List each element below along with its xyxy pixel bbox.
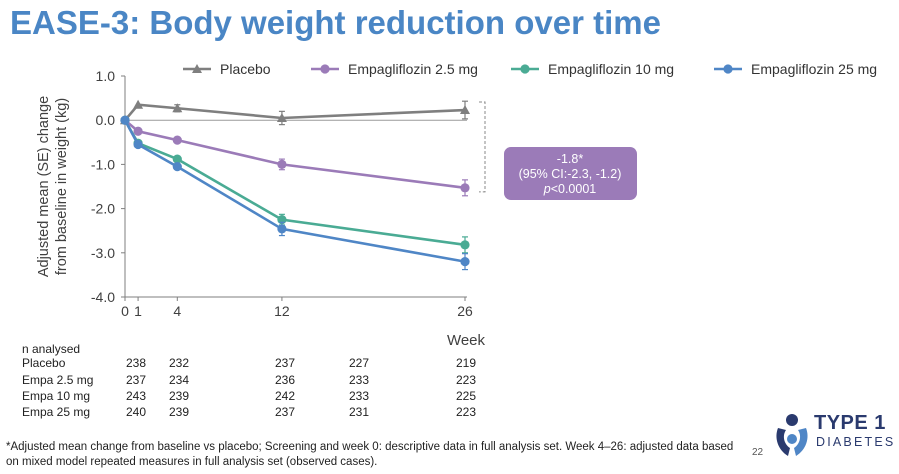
- data-point: [172, 154, 182, 164]
- annotation-line2: (95% CI:-2.3, -1.2): [519, 167, 622, 181]
- data-point: [172, 162, 182, 172]
- n-cell: 225: [455, 389, 477, 403]
- n-cell: 233: [348, 389, 370, 403]
- data-point: [172, 135, 182, 145]
- n-cell: 227: [348, 356, 370, 370]
- annotation-line1: -1.8*: [557, 152, 584, 166]
- n-row-label: Empa 10 mg: [22, 389, 91, 403]
- series-group: [120, 99, 470, 126]
- data-point: [276, 112, 287, 122]
- logo-subword: DIABETES: [816, 435, 896, 449]
- n-cell: 232: [168, 356, 190, 370]
- data-point: [133, 99, 144, 109]
- n-cell: 223: [455, 405, 477, 419]
- y-tick-label: 0.0: [96, 112, 116, 128]
- annotation-line3: p<0.0001: [543, 182, 597, 196]
- x-tick-label: 4: [173, 303, 181, 319]
- page-number: 22: [752, 447, 764, 458]
- annotation-box: [504, 147, 637, 200]
- series-group: [120, 115, 470, 197]
- series-group: [120, 115, 470, 271]
- logo-word: TYPE 1: [814, 412, 886, 434]
- data-point: [460, 240, 470, 250]
- data-point: [320, 64, 330, 74]
- annotation-p-italic: p: [543, 182, 551, 196]
- n-cell: 238: [125, 356, 147, 370]
- data-point: [172, 103, 183, 113]
- n-cell: 236: [274, 373, 296, 387]
- data-point: [460, 257, 470, 267]
- annotation-p-value: <0.0001: [551, 182, 597, 196]
- y-tick-label: -3.0: [91, 245, 115, 261]
- n-row-label: Empa 2.5 mg: [22, 373, 94, 387]
- legend-label: Empagliflozin 2.5 mg: [348, 61, 478, 77]
- y-axis-label-line2: from baseline in weight (kg): [54, 98, 70, 275]
- n-cell: 219: [455, 356, 477, 370]
- legend-label: Placebo: [220, 61, 271, 77]
- n-cell: 233: [348, 373, 370, 387]
- n-row-label: Empa 25 mg: [22, 405, 91, 419]
- x-axis-label: Week: [447, 332, 486, 349]
- y-tick-label: 1.0: [96, 68, 116, 84]
- data-point: [277, 224, 287, 234]
- x-ticks: 0 1 4 12 26: [121, 297, 473, 319]
- data-point: [460, 105, 470, 115]
- x-tick-label: 12: [274, 303, 290, 319]
- n-cell: 234: [168, 373, 190, 387]
- n-cell: 237: [274, 356, 296, 370]
- n-cell: 242: [274, 389, 296, 403]
- n-cell: 240: [125, 405, 147, 419]
- y-axis-label-line1: Adjusted mean (SE) change: [36, 96, 52, 277]
- y-ticks: 1.0 0.0 -1.0 -2.0 -3.0 -4.0: [91, 68, 125, 305]
- data-point: [120, 115, 130, 125]
- n-cell: 239: [168, 389, 190, 403]
- series-line: [124, 119, 466, 190]
- annotation-bracket: [479, 101, 486, 193]
- x-tick-label: 26: [457, 303, 473, 319]
- footnote: *Adjusted mean change from baseline vs p…: [6, 441, 734, 468]
- y-tick-label: -2.0: [91, 201, 115, 217]
- page-title: EASE-3: Body weight reduction over time: [10, 4, 661, 41]
- chart-annotation: -1.8*(95% CI:-2.3, -1.2)p<0.0001: [479, 101, 637, 200]
- data-point: [277, 159, 287, 169]
- n-cell: 223: [455, 373, 477, 387]
- n-cell: 231: [348, 405, 370, 419]
- n-cell: 243: [125, 389, 147, 403]
- data-point: [133, 126, 143, 136]
- n-cell: 237: [274, 405, 296, 419]
- legend-label: Empagliflozin 25 mg: [751, 61, 877, 77]
- data-point: [192, 64, 202, 73]
- n-analysed-header: n analysed: [22, 342, 81, 356]
- data-point: [723, 64, 733, 74]
- n-row-label: Placebo: [22, 356, 66, 370]
- x-tick-label: 0: [121, 303, 129, 319]
- logo-mark-icon: [776, 414, 808, 456]
- type1-diabetes-logo: TYPE 1 DIABETES: [772, 410, 896, 460]
- n-cell: 239: [168, 405, 190, 419]
- chart-series: [120, 99, 470, 271]
- data-point: [460, 183, 470, 193]
- n-cell: 237: [125, 373, 147, 387]
- data-point: [520, 64, 530, 74]
- chart-legend: Placebo Empagliflozin 2.5 mg Empagliflozin…: [183, 61, 877, 77]
- legend-label: Empagliflozin 10 mg: [548, 61, 674, 77]
- chart-axes: [124, 76, 467, 298]
- data-point: [133, 139, 143, 150]
- y-tick-label: -4.0: [91, 289, 115, 305]
- y-tick-label: -1.0: [91, 156, 115, 172]
- x-tick-label: 1: [134, 303, 142, 319]
